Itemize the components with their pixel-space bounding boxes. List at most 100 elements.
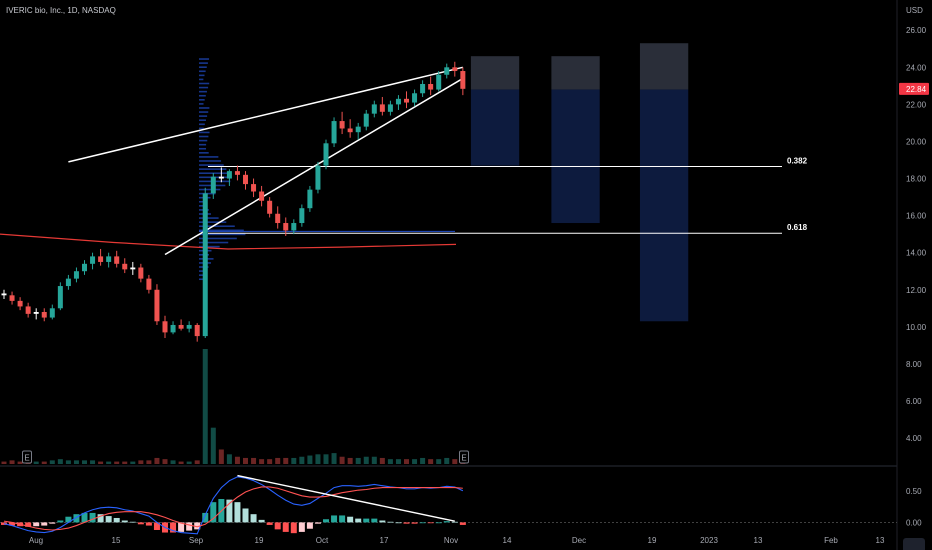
volume-bar xyxy=(379,457,385,464)
candle-body xyxy=(65,278,71,287)
volume-bar xyxy=(267,459,273,464)
wedge-upper-line xyxy=(68,66,464,163)
date-tick-8: Dec xyxy=(572,536,586,545)
volume-profile-bar xyxy=(199,241,229,244)
volume-bar xyxy=(82,460,87,464)
volume-profile-bar xyxy=(199,62,208,64)
volume-profile-bar xyxy=(199,115,208,117)
volume-profile-bar xyxy=(199,111,209,113)
candle-body xyxy=(347,128,353,133)
volume-bar xyxy=(259,459,265,464)
candle-body xyxy=(154,289,160,322)
volume-profile-bar xyxy=(199,217,219,219)
earnings-marker-0: E xyxy=(24,454,29,463)
histogram-bar xyxy=(41,522,48,526)
volume-bar xyxy=(436,459,442,464)
candle-body xyxy=(355,126,361,133)
candle-body xyxy=(9,295,15,301)
volume-bar xyxy=(420,457,426,464)
date-tick-10: 2023 xyxy=(700,536,718,545)
candle-body xyxy=(33,312,39,314)
histogram-bar xyxy=(258,519,265,523)
candle-body xyxy=(331,121,337,144)
histogram-bar xyxy=(290,522,297,534)
candle-body xyxy=(339,121,345,129)
histogram-bar xyxy=(210,502,217,523)
histogram-bar xyxy=(234,502,241,523)
histogram-bar xyxy=(81,512,88,523)
target-box-top-2 xyxy=(639,43,689,90)
candle-body xyxy=(82,263,87,272)
date-tick-1: 15 xyxy=(112,536,121,545)
candle-body xyxy=(49,308,55,318)
volume-bar xyxy=(371,456,377,464)
volume-profile-bar xyxy=(199,188,221,191)
date-tick-13: 13 xyxy=(876,536,885,545)
histogram-bar xyxy=(314,522,321,524)
histogram-bar xyxy=(105,516,112,523)
volume-bar xyxy=(444,457,450,464)
candle-body xyxy=(267,200,273,214)
date-tick-12: Feb xyxy=(824,536,838,545)
volume-bar xyxy=(234,456,240,464)
volume-profile-bar xyxy=(199,103,204,105)
volume-profile-bar xyxy=(199,82,210,85)
volume-profile-bar xyxy=(199,99,205,101)
candle-body xyxy=(323,143,329,166)
histogram-bar xyxy=(331,515,338,523)
volume-profile-bar xyxy=(199,94,206,97)
candle-body xyxy=(178,324,184,329)
volume-profile-bar xyxy=(199,205,204,207)
volume-bar xyxy=(347,457,353,464)
histogram-bar xyxy=(153,522,160,530)
volume-profile-bar xyxy=(199,168,227,170)
currency-label: USD xyxy=(906,6,923,15)
volume-bar xyxy=(90,460,96,464)
volume-bar xyxy=(186,461,192,464)
volume-bar xyxy=(218,449,224,464)
volume-profile-bar xyxy=(199,278,204,281)
volume-bar xyxy=(162,459,168,464)
candle-body xyxy=(436,74,442,90)
earnings-marker-1: E xyxy=(461,454,466,463)
volume-profile-bar xyxy=(199,274,205,276)
volume-profile-bar xyxy=(199,123,205,126)
date-tick-6: Nov xyxy=(444,536,458,545)
target-box-body-0 xyxy=(470,89,520,166)
histogram-bar xyxy=(427,522,434,524)
histogram-bar xyxy=(145,522,152,526)
volume-profile-bar xyxy=(199,233,246,236)
indicator-tick-0: 0.50 xyxy=(906,487,922,496)
volume-bar xyxy=(275,457,281,464)
volume-bar xyxy=(114,461,120,464)
histogram-bar xyxy=(226,499,233,523)
candle-body xyxy=(428,84,434,90)
volume-bar xyxy=(243,457,248,464)
histogram-bar xyxy=(121,520,128,523)
volume-bar xyxy=(395,459,401,464)
volume-profile-bar xyxy=(199,74,205,77)
volume-bar xyxy=(170,460,176,464)
volume-bar xyxy=(412,459,418,464)
candle-body xyxy=(460,71,466,89)
earnings-marker-0-box xyxy=(22,450,32,464)
date-tick-9: 19 xyxy=(648,536,657,545)
price-tick-4: 18.00 xyxy=(906,175,927,184)
histogram-bar xyxy=(274,522,281,530)
volume-bar xyxy=(9,460,15,464)
volume-bar xyxy=(73,460,79,464)
histogram-bar xyxy=(395,522,402,524)
price-tick-9: 8.00 xyxy=(906,360,922,369)
histogram-bar xyxy=(355,518,362,523)
volume-bar xyxy=(154,457,160,464)
histogram-bar xyxy=(306,522,313,529)
histogram-bar xyxy=(387,521,394,523)
volume-profile-bar xyxy=(199,58,210,60)
histogram-bar xyxy=(194,522,201,530)
histogram-bar xyxy=(403,522,410,524)
volume-profile-bar xyxy=(199,172,230,175)
volume-profile-bar xyxy=(199,131,210,134)
candle-body xyxy=(307,189,313,209)
